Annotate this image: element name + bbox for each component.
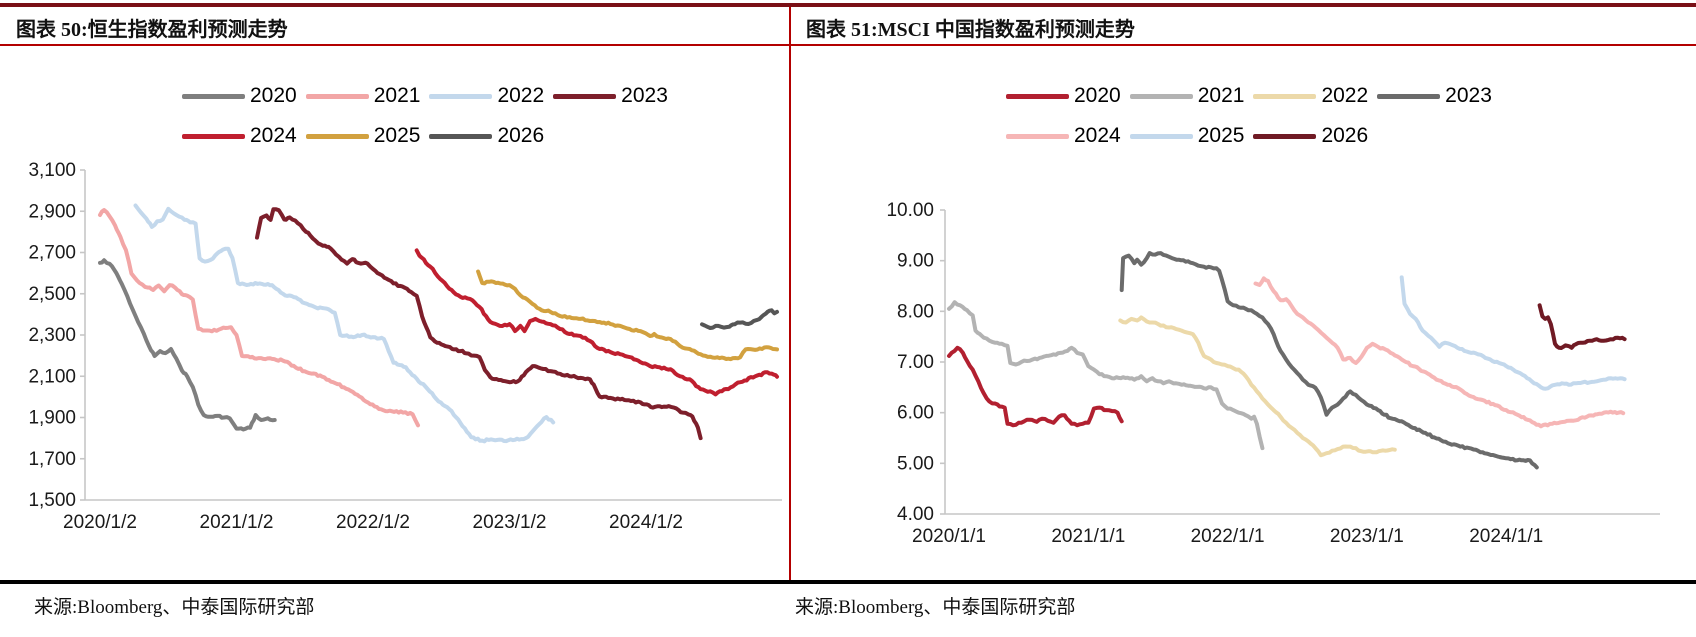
x-tick-label: 2021/1/2 bbox=[200, 512, 274, 533]
legend-label: 2025 bbox=[1197, 124, 1245, 147]
figure-51-title: 图表 51:MSCI 中国指数盈利预测走势 bbox=[806, 19, 1135, 41]
legend-item-2026: 2026 bbox=[1253, 124, 1368, 148]
legend-swatch-2025 bbox=[1129, 133, 1193, 139]
legend-item-2022: 2022 bbox=[429, 84, 544, 108]
legend-item-2024: 2024 bbox=[1006, 124, 1121, 148]
panel-divider bbox=[789, 7, 791, 580]
x-tick-label: 2023/1/1 bbox=[1330, 526, 1404, 547]
x-tick-label: 2024/1/1 bbox=[1469, 526, 1543, 547]
legend-item-2025: 2025 bbox=[1129, 124, 1245, 148]
legend-row: 2020 2021 2022 2023 bbox=[182, 84, 668, 108]
legend-item-2020: 2020 bbox=[182, 84, 297, 108]
series-2025-line bbox=[476, 269, 779, 362]
series-2026-line bbox=[700, 308, 779, 330]
legend-item-2021: 2021 bbox=[305, 84, 421, 108]
y-tick-label: 4.00 bbox=[897, 504, 934, 525]
x-tick-label: 2020/1/1 bbox=[912, 526, 986, 547]
series-2024-line bbox=[414, 248, 779, 397]
legend-label: 2020 bbox=[250, 84, 297, 107]
y-tick-label: 10.00 bbox=[886, 200, 934, 221]
legend-row: 2020 2021 2022 2023 bbox=[1006, 84, 1492, 108]
y-tick-label: 2,900 bbox=[28, 201, 76, 222]
source-note-left: 来源:Bloomberg、中泰国际研究部 bbox=[34, 597, 315, 618]
y-tick-label: 2,100 bbox=[28, 366, 76, 387]
x-tick-label: 2022/1/1 bbox=[1191, 526, 1265, 547]
legend-swatch-2023 bbox=[1377, 93, 1441, 99]
legend-label: 2021 bbox=[1197, 84, 1245, 107]
legend-swatch-2022 bbox=[1253, 93, 1317, 99]
bottom-rule bbox=[0, 580, 1696, 584]
legend-label: 2024 bbox=[250, 124, 297, 147]
legend-item-2023: 2023 bbox=[553, 84, 668, 108]
legend-swatch-2021 bbox=[1129, 93, 1193, 99]
y-tick-label: 7.00 bbox=[897, 352, 934, 373]
series-2025-line bbox=[1399, 275, 1627, 391]
series-2021-line bbox=[98, 208, 420, 428]
legend-hsi: 2020 2021 2022 2023 2024 2025 2026 bbox=[182, 84, 668, 148]
y-tick-label: 6.00 bbox=[897, 403, 934, 424]
y-tick-label: 1,700 bbox=[28, 449, 76, 470]
legend-swatch-2025 bbox=[305, 133, 369, 139]
legend-item-2026: 2026 bbox=[429, 124, 544, 148]
legend-swatch-2024 bbox=[1006, 133, 1069, 139]
legend-row: 2024 2025 2026 bbox=[182, 124, 668, 148]
legend-item-2021: 2021 bbox=[1129, 84, 1245, 108]
legend-swatch-2021 bbox=[305, 93, 369, 99]
series-2026-line bbox=[1537, 303, 1627, 350]
legend-row: 2024 2025 2026 bbox=[1006, 124, 1492, 148]
x-tick-label: 2022/1/2 bbox=[336, 512, 410, 533]
series-2021-line bbox=[947, 300, 1265, 451]
x-tick-label: 2024/1/2 bbox=[609, 512, 683, 533]
legend-label: 2022 bbox=[497, 84, 545, 107]
series-2023-line bbox=[1119, 251, 1539, 470]
legend-swatch-2020 bbox=[1006, 93, 1069, 99]
y-tick-label: 9.00 bbox=[897, 251, 934, 272]
x-tick-label: 2023/1/2 bbox=[473, 512, 547, 533]
legend-swatch-2026 bbox=[429, 133, 493, 139]
legend-msci: 2020 2021 2022 2023 2024 2025 2026 bbox=[1006, 84, 1492, 148]
series-2024-line bbox=[1253, 276, 1626, 429]
legend-item-2020: 2020 bbox=[1006, 84, 1121, 108]
legend-label: 2026 bbox=[497, 124, 545, 147]
top-rule bbox=[0, 3, 1696, 7]
y-tick-label: 1,900 bbox=[28, 408, 76, 429]
source-note-right: 来源:Bloomberg、中泰国际研究部 bbox=[795, 597, 1076, 618]
legend-label: 2022 bbox=[1321, 84, 1369, 107]
legend-item-2024: 2024 bbox=[182, 124, 297, 148]
y-tick-label: 1,500 bbox=[28, 490, 76, 511]
legend-swatch-2026 bbox=[1253, 133, 1317, 139]
y-tick-label: 2,300 bbox=[28, 325, 76, 346]
series-2020-line bbox=[98, 258, 277, 432]
legend-swatch-2022 bbox=[429, 93, 493, 99]
figure-50-title: 图表 50:恒生指数盈利预测走势 bbox=[16, 19, 288, 41]
series-2023-line bbox=[255, 207, 703, 441]
x-tick-label: 2020/1/2 bbox=[63, 512, 137, 533]
legend-swatch-2020 bbox=[182, 93, 245, 99]
legend-label: 2023 bbox=[1445, 84, 1492, 107]
legend-label: 2024 bbox=[1074, 124, 1121, 147]
y-tick-label: 2,500 bbox=[28, 284, 76, 305]
legend-label: 2020 bbox=[1074, 84, 1121, 107]
y-tick-label: 8.00 bbox=[897, 301, 934, 322]
y-tick-label: 2,700 bbox=[28, 243, 76, 264]
legend-swatch-2024 bbox=[182, 133, 245, 139]
title-underline bbox=[0, 44, 1696, 46]
series-2022-line bbox=[1118, 315, 1397, 458]
legend-item-2025: 2025 bbox=[305, 124, 421, 148]
x-tick-label: 2021/1/1 bbox=[1051, 526, 1125, 547]
legend-label: 2023 bbox=[621, 84, 668, 107]
legend-label: 2025 bbox=[373, 124, 421, 147]
legend-label: 2026 bbox=[1321, 124, 1369, 147]
series-2020-line bbox=[947, 345, 1124, 428]
y-tick-label: 5.00 bbox=[897, 453, 934, 474]
legend-item-2023: 2023 bbox=[1377, 84, 1492, 108]
y-tick-label: 3,100 bbox=[28, 160, 76, 181]
legend-swatch-2023 bbox=[553, 93, 617, 99]
legend-label: 2021 bbox=[373, 84, 421, 107]
series-2022-line bbox=[133, 203, 556, 444]
legend-item-2022: 2022 bbox=[1253, 84, 1368, 108]
